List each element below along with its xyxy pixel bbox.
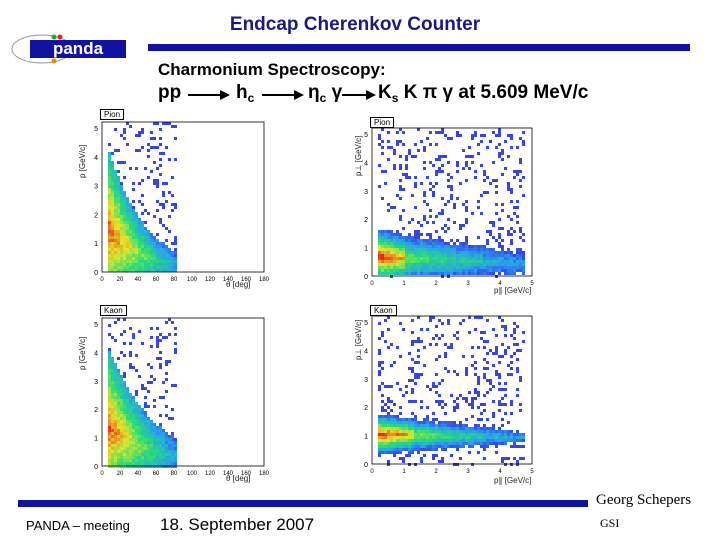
arrow-icon [342,90,376,100]
reaction-pp: pp [158,82,182,103]
meeting-name: PANDA – meeting [26,518,130,533]
x-tick-label: 120 [205,277,216,283]
x-tick-label: 2 [434,469,438,475]
y-tick-label: 5 [94,322,98,329]
heatmap: 5 4 3 2 1 00 1 2 3 4 5 [364,127,534,287]
y-tick-label: 0 [364,274,368,281]
y-tick-label: 2 [364,405,368,412]
x-tick-label: 60 [153,277,160,283]
y-axis-label: p⊥ [GeV/c] [354,319,363,360]
plot-kaon-p-theta: Kaon p [GeV/c] 5 4 3 2 1 0 0 20 40 60 80 100 120 140 1… [78,304,270,488]
x-tick-label: 160 [241,277,252,283]
reaction-final: Ks K π γ at 5.609 MeV/c [378,82,589,105]
x-axis-label: p∥ [GeV/c] [494,286,532,295]
x-tick-label: 140 [223,471,234,477]
y-tick-label: 1 [94,241,98,248]
plot-label: Pion [370,117,395,128]
logo-text: panda [53,39,104,58]
header-bar [148,44,690,51]
x-tick-label: 40 [135,277,142,283]
x-tick-label: 80 [171,277,178,283]
panda-logo: panda [11,34,126,64]
x-tick-label: 120 [205,471,216,477]
x-tick-label: 0 [100,471,104,477]
institute: GSI [600,516,620,530]
x-tick-label: 4 [498,469,502,475]
x-tick-label: 5 [530,469,534,475]
y-tick-label: 5 [94,126,98,133]
x-tick-label: 3 [466,281,470,287]
x-tick-label: 180 [259,277,270,283]
reaction-hc: hc [236,82,255,105]
y-tick-label: 5 [364,132,368,139]
y-tick-label: 0 [94,270,98,277]
x-tick-label: 1 [402,281,406,287]
x-tick-label: 100 [187,277,198,283]
x-tick-label: 180 [259,471,270,477]
x-tick-label: 160 [241,471,252,477]
plot-label: Pion [100,109,125,120]
x-tick-label: 0 [370,281,374,287]
y-tick-label: 3 [364,189,368,196]
x-tick-label: 100 [187,471,198,477]
arrow-icon [262,90,304,100]
x-tick-label: 5 [530,281,534,287]
heatmap: 5 4 3 2 1 00 1 2 3 4 5 [364,315,534,475]
y-axis-label: p [GeV/c] [78,144,87,178]
author: Georg Schepers [596,492,692,508]
y-tick-label: 1 [364,246,368,253]
x-tick-label: 20 [117,471,124,477]
x-tick-label: 1 [402,469,406,475]
y-tick-label: 1 [364,434,368,441]
x-axis-label: p∥ [GeV/c] [494,476,532,485]
y-axis-label: p⊥ [GeV/c] [354,135,363,176]
y-tick-label: 1 [94,436,98,443]
reaction-etac: ηc γ [308,82,343,105]
plot-label: Kaon [370,305,397,316]
x-axis-label: θ [deg] [226,474,251,483]
subtitle: Charmonium Spectroscopy: [158,60,386,79]
y-tick-label: 0 [364,462,368,469]
arrow-icon [188,90,230,100]
y-tick-label: 3 [94,379,98,386]
meeting-date: 18. September 2007 [160,515,315,534]
x-tick-label: 80 [171,471,178,477]
reaction-chain: pp hc ηc γ Ks K π γ at 5.609 MeV/c [158,82,698,110]
x-tick-label: 0 [370,469,374,475]
plot-pion-p-theta: Pion p [GeV/c] 5 4 3 2 1 0 0 20 40 60 80 100 120 140 1… [78,108,270,296]
x-tick-label: 60 [153,471,160,477]
x-tick-label: 4 [498,281,502,287]
y-tick-label: 0 [94,464,98,471]
x-axis-label: θ [deg] [226,280,251,289]
plot-label: Kaon [100,305,127,316]
x-tick-label: 2 [434,281,438,287]
slide-title: Endcap Cherenkov Counter [229,14,481,35]
y-tick-label: 3 [94,184,98,191]
y-tick-label: 4 [364,348,368,355]
y-tick-label: 2 [94,407,98,414]
x-tick-label: 140 [223,277,234,283]
x-tick-label: 0 [100,277,104,283]
y-tick-label: 2 [364,217,368,224]
y-tick-label: 4 [94,350,98,357]
x-tick-label: 20 [117,277,124,283]
y-tick-label: 4 [364,160,368,167]
y-tick-label: 4 [94,155,98,162]
y-axis-label: p [GeV/c] [78,336,87,370]
y-tick-label: 5 [364,320,368,327]
x-tick-label: 40 [135,471,142,477]
y-tick-label: 2 [94,212,98,219]
x-tick-label: 3 [466,469,470,475]
footer-bar [18,500,588,507]
y-tick-label: 3 [364,377,368,384]
